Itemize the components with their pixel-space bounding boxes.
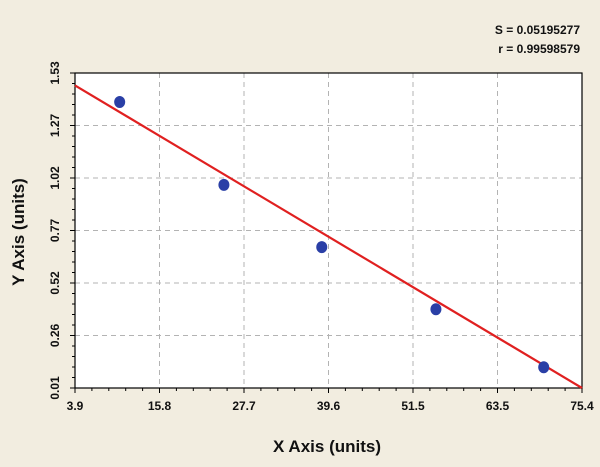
x-axis-ticks: 3.9 15.8 27.7 39.6 51.5 63.5 75.4 [67,388,594,413]
data-point [114,96,126,109]
x-tick-label: 15.8 [148,399,172,413]
x-tick-label: 63.5 [486,399,510,413]
y-tick-label: 1.02 [48,166,62,190]
x-tick-label: 39.6 [317,399,341,413]
grid-lines [75,73,582,388]
data-point [316,241,328,254]
x-tick-label: 75.4 [570,399,594,413]
x-axis-title: X Axis (units) [273,437,381,456]
data-point [430,303,442,316]
x-tick-label: 27.7 [232,399,256,413]
x-tick-label: 3.9 [67,399,84,413]
data-point [538,361,550,374]
y-tick-label: 0.77 [48,218,62,242]
regression-line-group [74,84,583,389]
y-tick-label: 0.52 [48,271,62,295]
y-tick-label: 1.27 [48,113,62,137]
x-tick-label: 51.5 [401,399,425,413]
s-statistic: S = 0.05195277 [495,23,580,37]
data-point [218,178,230,191]
y-axis-title: Y Axis (units) [9,178,28,286]
y-tick-label: 0.26 [48,323,62,347]
y-tick-label: 1.53 [48,61,62,85]
r-statistic: r = 0.99598579 [498,42,580,56]
data-points [114,96,550,374]
y-axis-ticks: 0.01 0.26 0.52 0.77 1.02 1.27 1.53 [48,61,75,400]
y-tick-label: 0.01 [48,376,62,400]
regression-line [74,84,583,389]
